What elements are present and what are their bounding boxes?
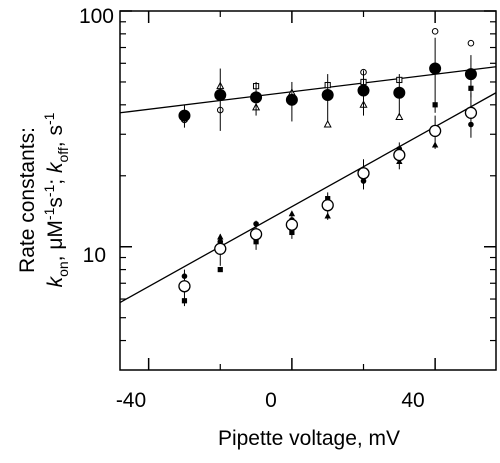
data-point-open-circle bbox=[428, 124, 442, 138]
ylabel-mid: , μM bbox=[44, 220, 67, 261]
ylabel-sup3: -1 bbox=[41, 112, 57, 125]
data-point-open-circle bbox=[464, 106, 478, 119]
x-axis-title: Pipette voltage, mV bbox=[218, 427, 400, 450]
data-point-filled-circle bbox=[250, 91, 263, 104]
data-point-filled-circle bbox=[214, 89, 227, 102]
y-axis-title-line2: kon, μM-1s-1; koff, s-1 bbox=[41, 112, 71, 287]
data-point-filled-circle bbox=[285, 93, 298, 106]
ylabel-sup1: -1 bbox=[41, 207, 57, 220]
y-tick-label-100: 100 bbox=[79, 5, 114, 28]
data-point-open-circle bbox=[357, 167, 370, 180]
data-point-small-open-triangle bbox=[323, 119, 332, 128]
data-point-small-open-triangle bbox=[395, 112, 404, 121]
y-tick-label-10: 10 bbox=[83, 244, 106, 267]
data-point-filled-circle bbox=[464, 68, 477, 81]
x-tick-label-40: 40 bbox=[401, 389, 424, 412]
ylabel-s: s bbox=[44, 197, 67, 208]
fit-line-kon_fit bbox=[119, 92, 497, 304]
data-point-filled-circle bbox=[393, 86, 406, 99]
plot-frame bbox=[119, 10, 497, 371]
data-point-filled-circle bbox=[429, 62, 442, 75]
data-point-open-circle bbox=[393, 148, 406, 162]
data-point-small-open-circle bbox=[467, 39, 475, 47]
x-tick-label-0: 0 bbox=[265, 389, 277, 412]
y-axis-title-line1: Rate constants: bbox=[16, 127, 39, 273]
ylabel-off-sub: off bbox=[55, 147, 71, 162]
x-tick-label-minus40: -40 bbox=[116, 389, 146, 412]
plot-area bbox=[119, 10, 497, 371]
fit-line-koff_fit bbox=[119, 66, 497, 114]
data-point-filled-circle bbox=[357, 84, 370, 97]
data-point-open-circle bbox=[214, 242, 227, 255]
data-point-open-circle bbox=[285, 218, 299, 231]
ylabel-on-sub: on bbox=[55, 261, 71, 277]
data-marks bbox=[119, 28, 497, 307]
data-point-small-open-circle bbox=[431, 28, 439, 35]
ylabel-k2: k bbox=[44, 161, 67, 173]
ylabel-sep: ; bbox=[44, 173, 67, 185]
ylabel-s2: , s bbox=[44, 125, 67, 147]
data-point-open-circle bbox=[178, 280, 191, 293]
data-point-filled-circle bbox=[178, 109, 191, 122]
ylabel-k: k bbox=[44, 275, 67, 287]
data-point-open-circle bbox=[321, 199, 334, 212]
ylabel-sup2: -1 bbox=[41, 184, 57, 197]
axis-ticks bbox=[120, 10, 496, 370]
data-point-filled-circle bbox=[321, 89, 334, 102]
data-point-small-filled-square bbox=[217, 266, 223, 273]
data-point-open-circle bbox=[249, 228, 263, 241]
